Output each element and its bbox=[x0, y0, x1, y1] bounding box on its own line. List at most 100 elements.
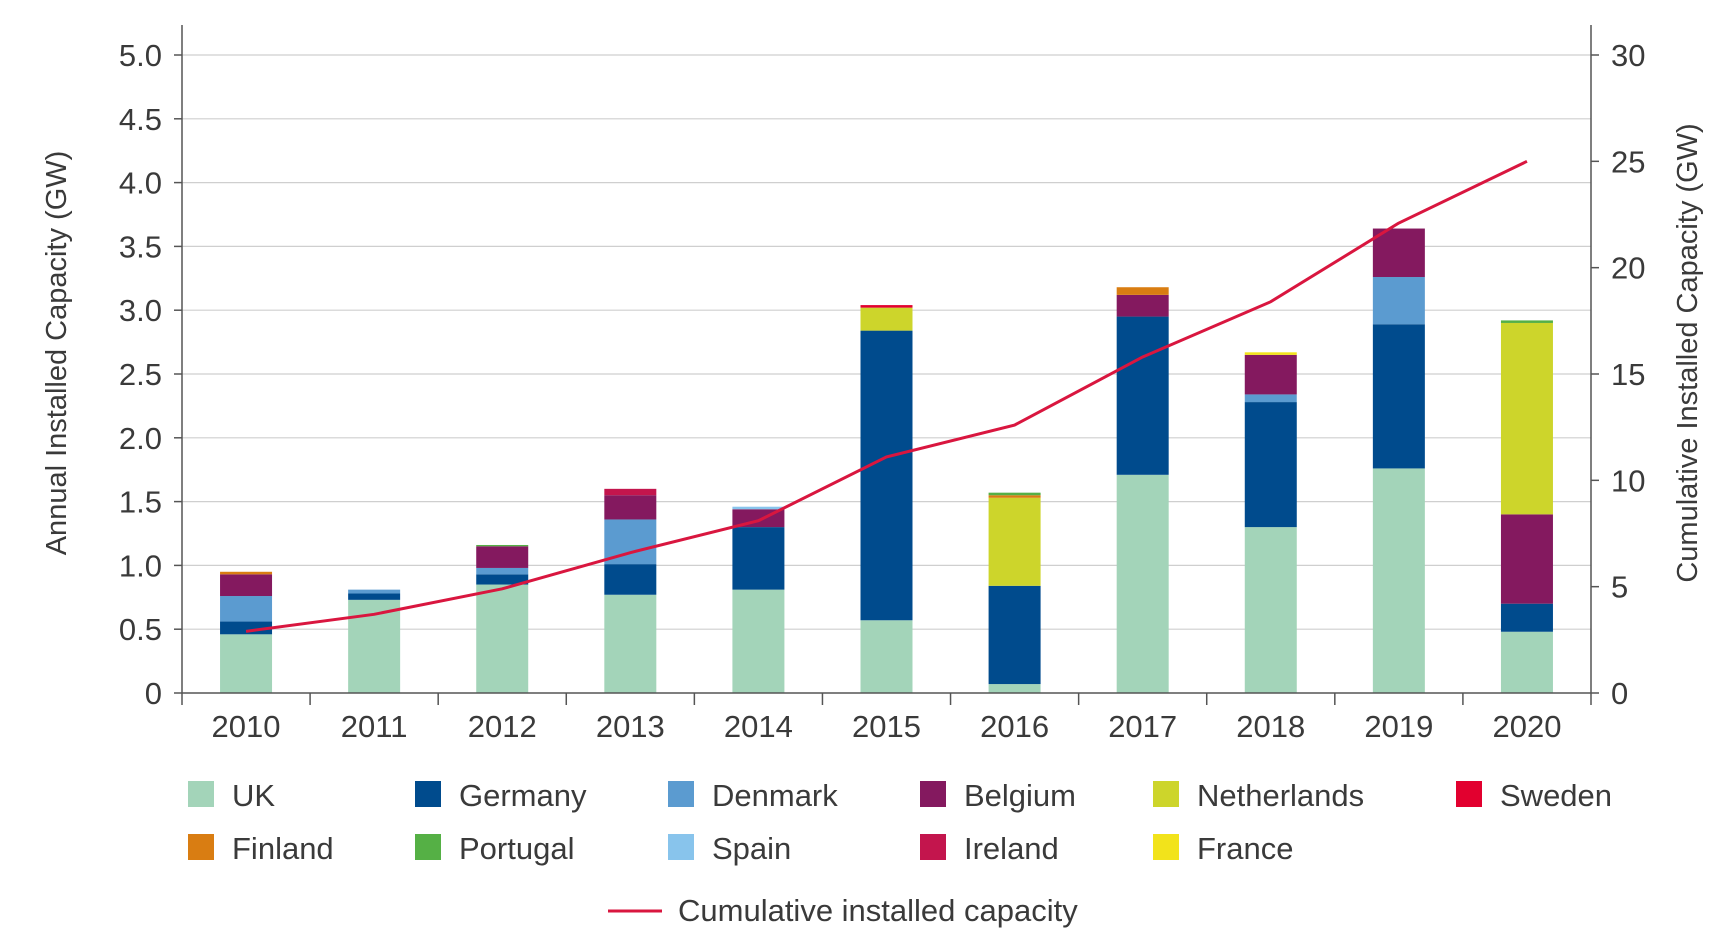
y-tick-label-right: 10 bbox=[1611, 463, 1645, 498]
y-tick-label-left: 4.5 bbox=[119, 102, 162, 137]
bar-segment-uk bbox=[860, 620, 913, 693]
x-tick-label: 2015 bbox=[852, 709, 921, 744]
bar-segment-portugal bbox=[1500, 320, 1553, 323]
legend-swatch bbox=[1456, 781, 1482, 807]
bar-segment-belgium bbox=[1500, 514, 1553, 604]
legend-label: Denmark bbox=[712, 778, 838, 813]
cumulative-line bbox=[245, 159, 1528, 633]
y-axis-right-title: Cumulative Installed Capacity (GW) bbox=[1672, 123, 1704, 582]
y-tick-label-left: 3.5 bbox=[119, 229, 162, 264]
y-tick-label-left: 0 bbox=[145, 676, 162, 711]
bar-segment-germany bbox=[476, 574, 529, 585]
legend-swatch bbox=[920, 781, 946, 807]
legend-label: Sweden bbox=[1500, 778, 1612, 813]
bar-segment-germany bbox=[348, 593, 401, 600]
legend-label: Germany bbox=[459, 778, 587, 813]
legend-label: Belgium bbox=[964, 778, 1076, 813]
x-tick-label: 2013 bbox=[596, 709, 665, 744]
cumulative-capacity-line bbox=[245, 159, 1528, 633]
bar-segment-sweden bbox=[860, 305, 913, 308]
legend-swatch bbox=[920, 834, 946, 860]
bar-segment-belgium bbox=[1244, 354, 1297, 395]
bar-segment-uk bbox=[732, 589, 785, 693]
y-tick-label-right: 15 bbox=[1611, 357, 1645, 392]
x-tick-label: 2020 bbox=[1492, 709, 1561, 744]
y-tick-label-left: 3.0 bbox=[119, 293, 162, 328]
bar-segment-germany bbox=[732, 527, 785, 590]
bar-segment-germany bbox=[1372, 324, 1425, 469]
y-tick-label-left: 2.0 bbox=[119, 421, 162, 456]
bar-segment-netherlands bbox=[860, 307, 913, 331]
y-tick-label-left: 1.5 bbox=[119, 485, 162, 520]
bar-segment-belgium bbox=[476, 546, 529, 568]
bar-segment-netherlands bbox=[1500, 322, 1553, 515]
legend-label: Finland bbox=[232, 831, 334, 866]
bar-segment-france bbox=[1244, 352, 1297, 355]
bar-segment-finland bbox=[220, 571, 273, 575]
stacked-bars bbox=[220, 228, 1553, 693]
bar-segment-denmark bbox=[220, 596, 273, 622]
bar-segment-uk bbox=[1372, 468, 1425, 693]
y-tick-label-left: 2.5 bbox=[119, 357, 162, 392]
legend-label: UK bbox=[232, 778, 275, 813]
y-tick-label-left: 5.0 bbox=[119, 38, 162, 73]
bar-segment-denmark bbox=[1244, 394, 1297, 403]
x-tick-label: 2019 bbox=[1364, 709, 1433, 744]
bar-segment-uk bbox=[220, 634, 273, 693]
legend-swatch bbox=[668, 834, 694, 860]
legend-label: Cumulative installed capacity bbox=[678, 893, 1078, 928]
x-tick-label: 2016 bbox=[980, 709, 1049, 744]
bar-segment-germany bbox=[860, 330, 913, 621]
legend-swatch bbox=[188, 834, 214, 860]
right-axis-ticks: 0 5 10 15 20 25 30 bbox=[1611, 38, 1645, 711]
x-tick-label: 2017 bbox=[1108, 709, 1177, 744]
legend: UK Germany Denmark Belgium Netherlands Sweden… bbox=[188, 778, 1612, 928]
bar-segment-finland bbox=[1116, 287, 1169, 295]
bar-segment-denmark bbox=[1372, 277, 1425, 325]
legend-swatch bbox=[415, 834, 441, 860]
bar-segment-belgium bbox=[220, 574, 273, 597]
bar-segment-spain bbox=[732, 506, 785, 510]
legend-label: Netherlands bbox=[1197, 778, 1364, 813]
bar-segment-germany bbox=[1116, 316, 1169, 475]
bar-segment-belgium bbox=[1372, 228, 1425, 278]
y-tick-label-left: 0.5 bbox=[119, 612, 162, 647]
bar-segment-germany bbox=[988, 585, 1041, 685]
legend-label: France bbox=[1197, 831, 1293, 866]
bar-segment-uk bbox=[988, 684, 1041, 693]
bar-segment-denmark bbox=[476, 567, 529, 575]
legend-swatch bbox=[1153, 834, 1179, 860]
bar-segment-belgium bbox=[604, 495, 657, 520]
bar-segment-uk bbox=[1500, 631, 1553, 693]
legend-label: Spain bbox=[712, 831, 791, 866]
bar-segment-uk bbox=[1244, 527, 1297, 693]
bar-segment-uk bbox=[476, 584, 529, 693]
x-tick-label: 2014 bbox=[724, 709, 793, 744]
bar-segment-ireland bbox=[604, 488, 657, 496]
bar-segment-germany bbox=[1500, 603, 1553, 632]
bar-segment-uk bbox=[604, 594, 657, 693]
y-tick-label-left: 4.0 bbox=[119, 166, 162, 201]
x-tick-label: 2010 bbox=[212, 709, 281, 744]
bar-segment-belgium bbox=[1116, 294, 1169, 317]
left-axis-ticks: 0 0.5 1.0 1.5 2.0 2.5 3.0 3.5 4.0 4.5 5.0 bbox=[119, 38, 162, 711]
bar-segment-portugal bbox=[988, 492, 1041, 496]
y-axis-left-title: Annual Installed Capacity (GW) bbox=[41, 151, 73, 556]
bar-segment-uk bbox=[1116, 474, 1169, 693]
bar-segment-germany bbox=[1244, 402, 1297, 528]
x-tick-label: 2018 bbox=[1236, 709, 1305, 744]
legend-swatch bbox=[668, 781, 694, 807]
bar-segment-netherlands bbox=[988, 497, 1041, 586]
legend-label: Portugal bbox=[459, 831, 574, 866]
y-tick-label-left: 1.0 bbox=[119, 548, 162, 583]
bar-segment-germany bbox=[604, 564, 657, 595]
bar-segment-portugal bbox=[476, 544, 529, 547]
y-tick-label-right: 0 bbox=[1611, 676, 1628, 711]
bar-segment-finland bbox=[988, 495, 1041, 498]
legend-label: Ireland bbox=[964, 831, 1059, 866]
x-tick-label: 2011 bbox=[341, 709, 408, 744]
bar-segment-denmark bbox=[348, 589, 401, 594]
legend-swatch bbox=[415, 781, 441, 807]
x-tick-label: 2012 bbox=[468, 709, 537, 744]
